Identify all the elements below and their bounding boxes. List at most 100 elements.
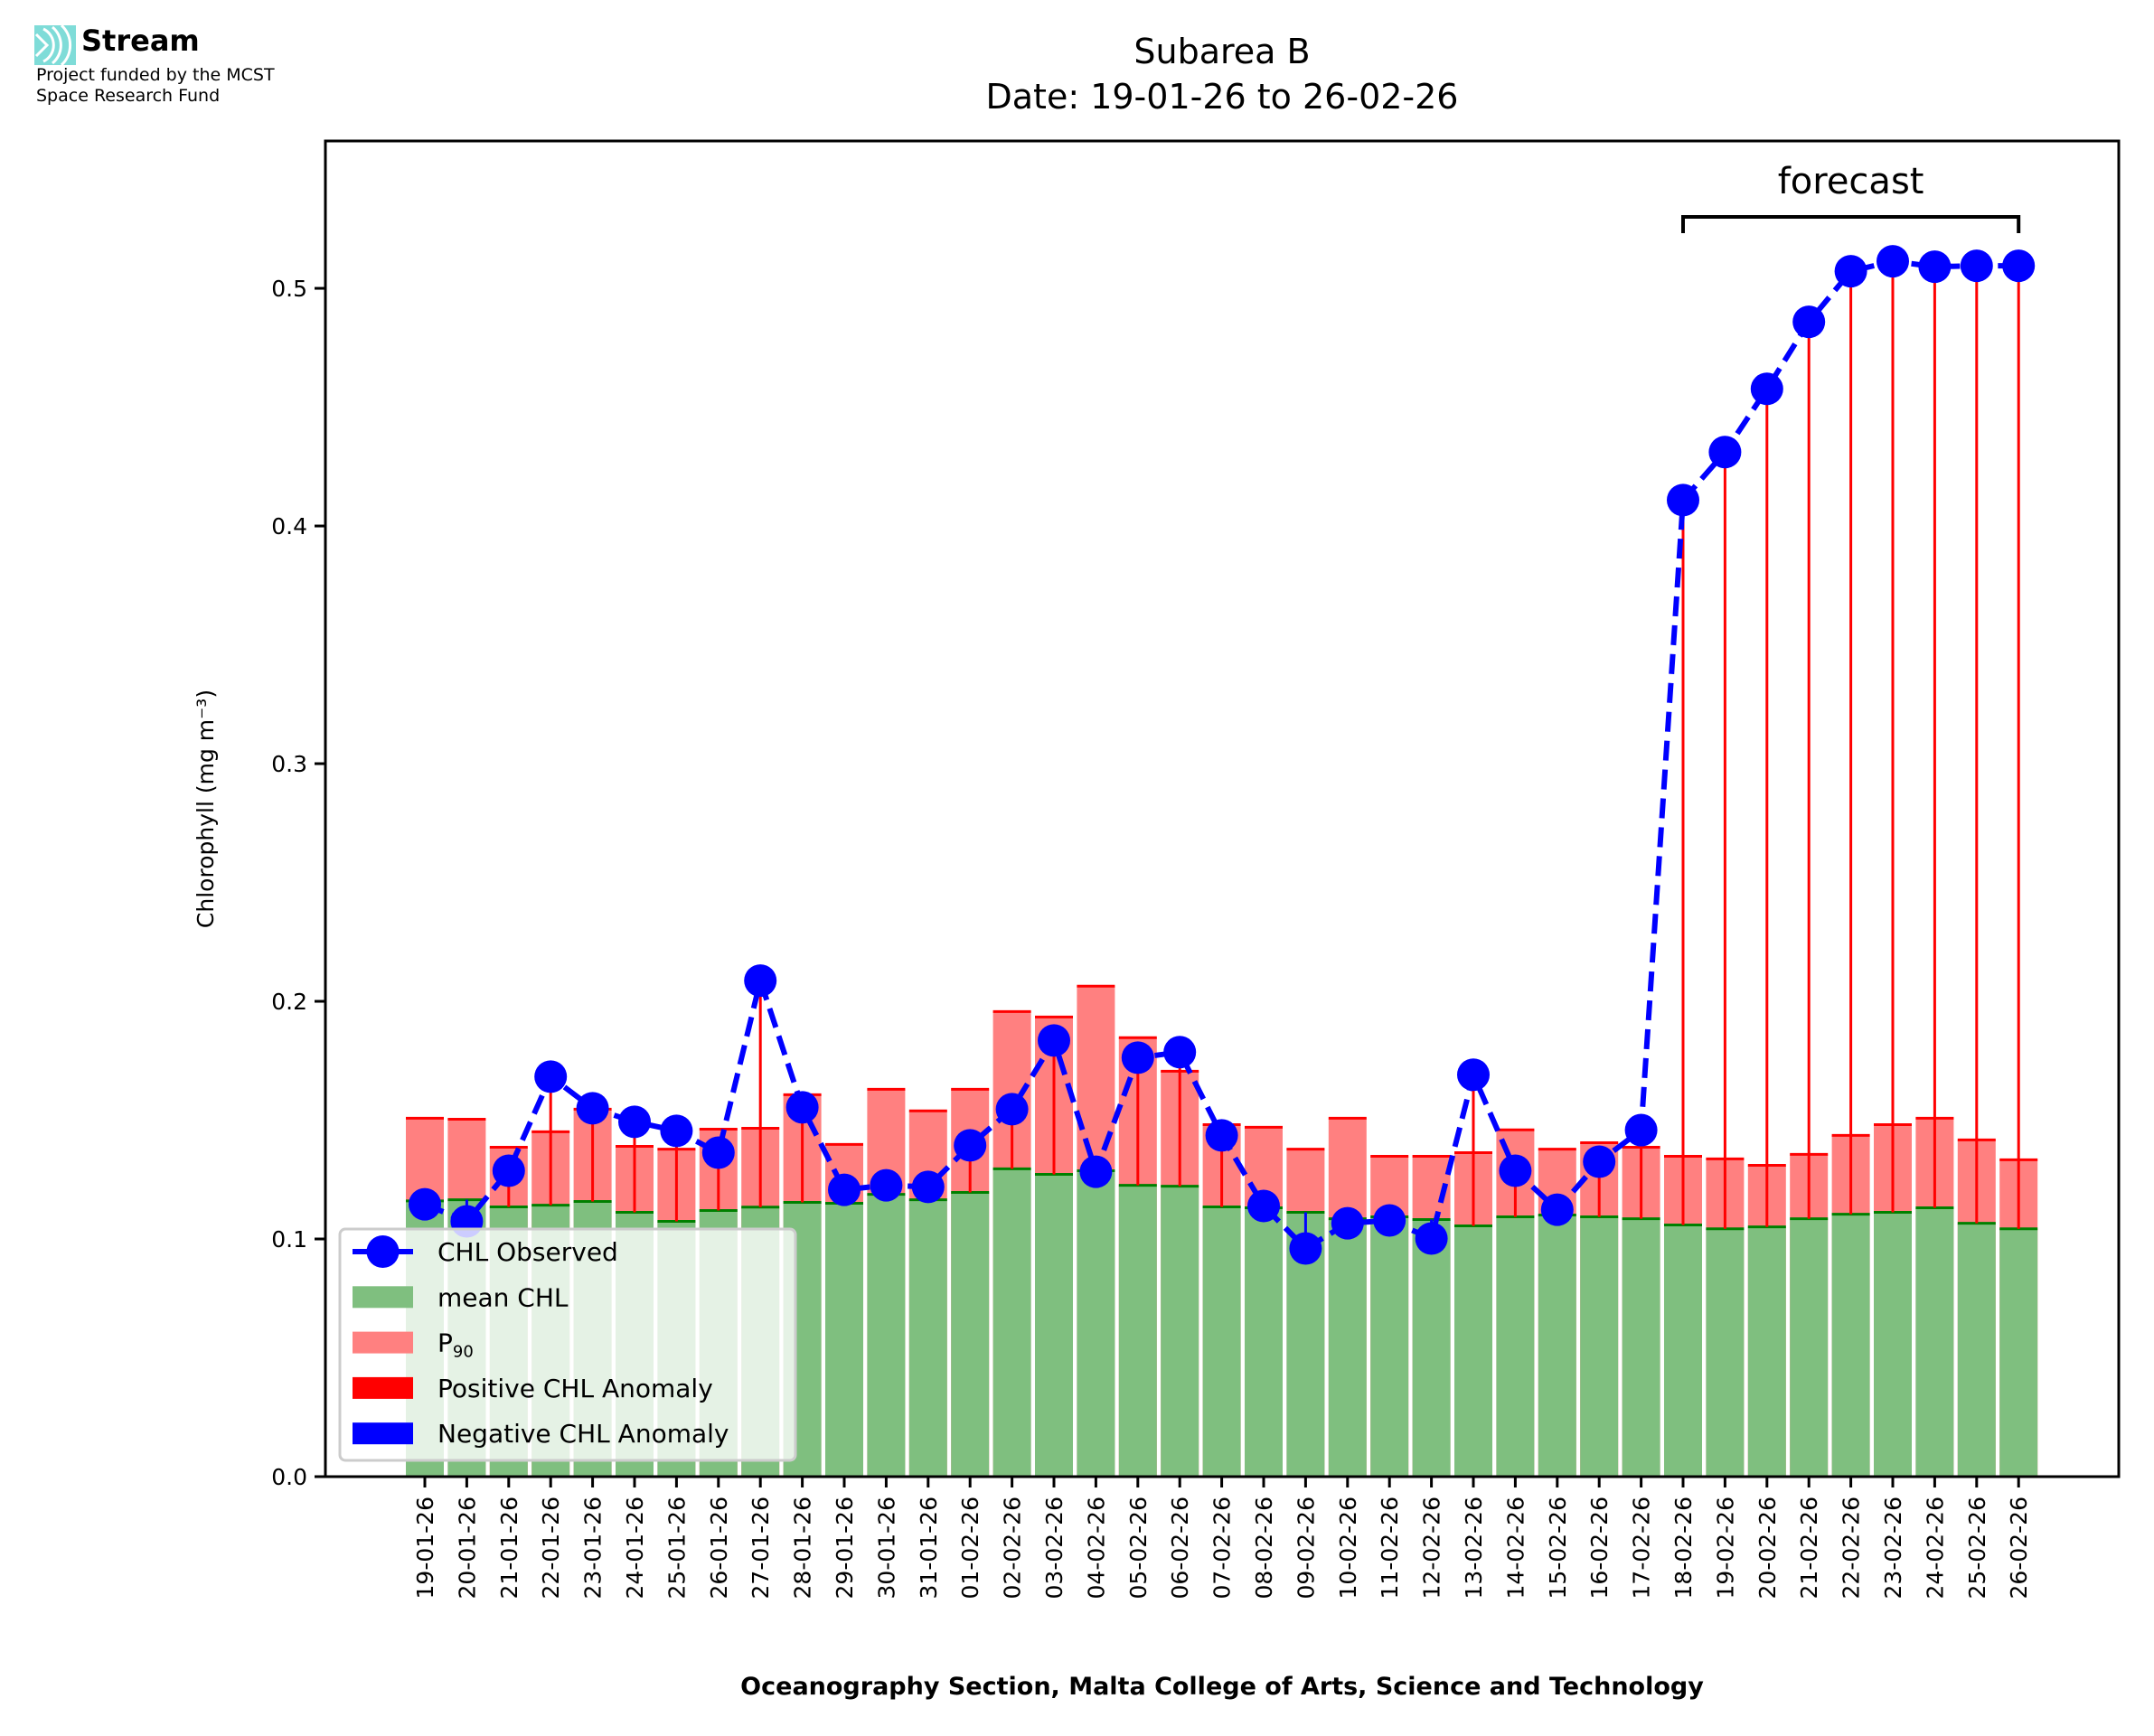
- observed-point: [870, 1168, 903, 1202]
- mean-bar: [1245, 1207, 1283, 1477]
- y-tick-label: 0.0: [271, 1464, 307, 1490]
- mean-bar: [908, 1199, 947, 1477]
- x-tick-label: 23-02-26: [1880, 1497, 1906, 1599]
- x-tick-label: 11-02-26: [1377, 1497, 1403, 1599]
- observed-point: [744, 964, 777, 998]
- mean-bar: [1999, 1228, 2038, 1477]
- observed-point: [492, 1154, 525, 1187]
- mean-bar: [1370, 1216, 1409, 1477]
- legend-marker-icon: [366, 1235, 400, 1268]
- observed-point: [534, 1060, 568, 1093]
- observed-point: [576, 1092, 609, 1125]
- x-tick-label: 19-02-26: [1712, 1497, 1738, 1599]
- observed-point: [409, 1187, 441, 1221]
- x-tick-label: 17-02-26: [1629, 1497, 1655, 1599]
- x-tick-label: 04-02-26: [1083, 1497, 1109, 1599]
- observed-point: [1038, 1024, 1070, 1057]
- observed-point: [1415, 1222, 1448, 1255]
- mean-bar: [1328, 1218, 1367, 1477]
- observed-point: [785, 1091, 819, 1124]
- mean-bar: [1874, 1212, 1912, 1477]
- legend-swatch-icon: [353, 1376, 413, 1399]
- x-axis: 19-01-26 20-01-26 21-01-26 22-01-26 23-01-26…: [412, 1477, 2032, 1599]
- x-tick-label: 27-01-26: [748, 1497, 774, 1599]
- observed-point: [1960, 249, 1993, 283]
- mean-bar: [1118, 1185, 1157, 1477]
- observed-line: [423, 258, 2019, 1253]
- observed-point: [1834, 255, 1867, 288]
- observed-point: [1708, 436, 1742, 469]
- x-tick-label: 13-02-26: [1461, 1497, 1487, 1599]
- x-tick-label: 01-02-26: [957, 1497, 983, 1599]
- observed-point: [1289, 1232, 1322, 1265]
- y-tick-label: 0.4: [271, 513, 307, 540]
- legend-swatch-icon: [353, 1422, 413, 1445]
- x-tick-label: 02-02-26: [1000, 1497, 1026, 1599]
- mean-bar: [1161, 1186, 1199, 1477]
- mean-bar: [825, 1203, 863, 1477]
- x-tick-label: 24-01-26: [622, 1497, 648, 1599]
- legend-label-text: P: [437, 1328, 453, 1358]
- x-tick-label: 03-02-26: [1041, 1497, 1068, 1599]
- mean-bar: [1706, 1228, 1745, 1477]
- x-tick-label: 06-02-26: [1167, 1497, 1193, 1599]
- observed-point: [1792, 305, 1826, 339]
- mean-bar: [1202, 1206, 1241, 1477]
- mean-bar: [1747, 1226, 1786, 1477]
- x-tick-label: 14-02-26: [1502, 1497, 1528, 1599]
- x-tick-label: 30-01-26: [873, 1497, 899, 1599]
- mean-bar: [1454, 1225, 1492, 1477]
- legend: CHL Observed mean CHL P90 Positive CHL Anom…: [338, 1227, 797, 1462]
- logo-background: [34, 25, 76, 65]
- observed-point: [618, 1105, 651, 1139]
- mean-bar: [1412, 1219, 1451, 1477]
- observed-point: [1121, 1041, 1154, 1074]
- observed-point: [660, 1114, 693, 1148]
- legend-label: Positive CHL Anomaly: [437, 1374, 713, 1403]
- legend-item: Negative CHL Anomaly: [353, 1419, 729, 1449]
- legend-label-text: CHL Observed: [437, 1237, 618, 1267]
- observed-point: [911, 1170, 945, 1204]
- observed-point: [1583, 1145, 1616, 1178]
- mean-bar: [1831, 1214, 1870, 1477]
- observed-point: [1457, 1058, 1490, 1092]
- legend-label: CHL Observed: [437, 1237, 618, 1267]
- x-tick-label: 29-01-26: [832, 1497, 858, 1599]
- observed-point: [1373, 1204, 1406, 1237]
- x-tick-label: 22-02-26: [1839, 1497, 1865, 1599]
- legend-label: P90: [437, 1328, 474, 1362]
- brand-name: Stream: [81, 23, 200, 58]
- legend-label: Negative CHL Anomaly: [437, 1419, 729, 1449]
- observed-point: [828, 1173, 861, 1206]
- observed-point: [1163, 1036, 1197, 1069]
- observed-point: [1331, 1206, 1364, 1240]
- forecast-bracket: [1681, 215, 2021, 233]
- x-tick-label: 31-01-26: [916, 1497, 942, 1599]
- x-tick-label: 08-02-26: [1251, 1497, 1277, 1599]
- x-tick-label: 07-02-26: [1209, 1497, 1236, 1599]
- legend-item: CHL Observed: [353, 1235, 618, 1268]
- observed-point: [1079, 1155, 1113, 1188]
- legend-item: P90: [353, 1328, 474, 1362]
- observed-point: [1667, 483, 1699, 517]
- y-tick-label: 0.2: [271, 989, 307, 1015]
- x-tick-label: 05-02-26: [1125, 1497, 1152, 1599]
- funding-line-2: Space Research Fund: [36, 86, 221, 106]
- stream-logo-icon: [34, 25, 76, 65]
- x-tick-label: 18-02-26: [1670, 1497, 1697, 1599]
- observed-point: [1624, 1113, 1658, 1147]
- chart-title: Subarea B: [1133, 32, 1310, 71]
- x-tick-label: 21-01-26: [496, 1497, 522, 1599]
- plot-frame: [324, 139, 2121, 1478]
- forecast-label: forecast: [1778, 161, 1924, 202]
- mean-bar: [1496, 1216, 1535, 1477]
- x-tick-label: 09-02-26: [1293, 1497, 1319, 1599]
- observed-point: [995, 1093, 1029, 1126]
- x-tick-label: 28-01-26: [790, 1497, 816, 1599]
- mean-bar: [1622, 1218, 1660, 1477]
- x-tick-label: 10-02-26: [1335, 1497, 1361, 1599]
- legend-box: [338, 1227, 797, 1462]
- observed-point: [1877, 245, 1909, 278]
- mean-bar: [951, 1192, 990, 1477]
